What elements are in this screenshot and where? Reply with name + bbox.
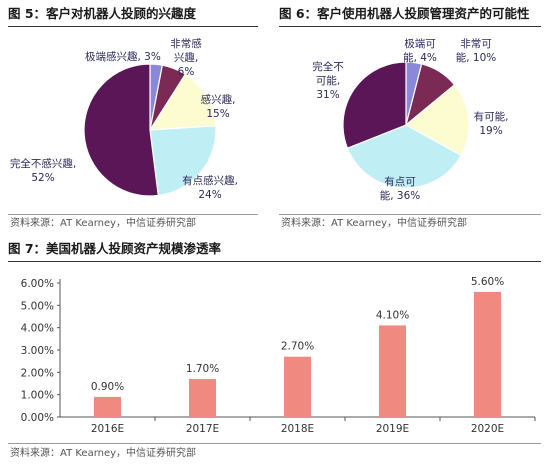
x-tick-label: 2018E xyxy=(281,423,314,435)
y-tick-label: 6.00% xyxy=(21,278,54,290)
bar xyxy=(94,396,121,417)
fig6-title-rule xyxy=(279,26,541,27)
bar-value-label: 2.70% xyxy=(281,341,314,353)
pie-slice xyxy=(148,73,217,131)
bar xyxy=(379,325,406,417)
x-tick-label: 2019E xyxy=(376,423,409,435)
pie-slice xyxy=(83,63,159,197)
fig7-title: 图 7：美国机器人投顾资产规模渗透率 xyxy=(8,241,222,256)
x-tick-label: 2016E xyxy=(91,423,124,435)
pie-slice xyxy=(342,61,407,149)
fig7-title-rule xyxy=(8,261,541,262)
x-tick-label: 2017E xyxy=(186,423,219,435)
y-tick-label: 0.00% xyxy=(21,412,54,424)
slice-label: 完全不可能, 31% xyxy=(312,60,344,101)
fig5-title-rule xyxy=(8,26,258,27)
slice-label: 完全不感兴趣, 52% xyxy=(10,157,76,184)
bar xyxy=(284,356,311,417)
fig6-source: 资料来源：AT Kearney，中信证券研究部 xyxy=(281,218,468,229)
pie-slice xyxy=(346,124,463,189)
x-tick-label: 2020E xyxy=(471,423,504,435)
fig5-title: 图 5：客户对机器人投顾的兴趣度 xyxy=(8,6,197,21)
fig6-title: 图 6：客户使用机器人投顾管理资产的可能性 xyxy=(279,6,530,21)
slice-label: 有点可能, 36% xyxy=(380,175,421,202)
bar xyxy=(189,379,216,417)
y-tick-label: 4.00% xyxy=(21,323,54,335)
bar-value-label: 5.60% xyxy=(471,276,504,288)
fig5-source: 资料来源：AT Kearney，中信证券研究部 xyxy=(10,218,197,229)
y-tick-label: 2.00% xyxy=(21,367,54,379)
slice-label: 极端感兴趣, 3% xyxy=(85,50,161,63)
fig7-source-rule xyxy=(8,443,541,444)
bar-value-label: 1.70% xyxy=(186,363,219,375)
slice-label: 非常感兴趣, 6% xyxy=(170,37,202,78)
fig5-source-rule xyxy=(8,214,258,215)
y-tick-label: 5.00% xyxy=(21,300,54,312)
slice-label: 非常可能, 10% xyxy=(456,37,497,64)
slice-label: 感兴趣, 15% xyxy=(201,93,236,120)
fig7-source: 资料来源：AT Kearney，中信证券研究部 xyxy=(10,448,197,459)
bar-value-label: 0.90% xyxy=(91,381,124,393)
y-tick-label: 3.00% xyxy=(21,345,54,357)
pie-slice xyxy=(149,125,217,197)
bar xyxy=(474,291,501,417)
slice-label: 极端可能, 4% xyxy=(403,37,437,64)
slice-label: 有点感兴趣, 24% xyxy=(182,174,238,201)
fig6-source-rule xyxy=(279,214,541,215)
bar-value-label: 4.10% xyxy=(376,309,409,321)
y-tick-label: 1.00% xyxy=(21,390,54,402)
slice-label: 有可能, 19% xyxy=(474,110,509,137)
pie-slice xyxy=(404,83,470,157)
